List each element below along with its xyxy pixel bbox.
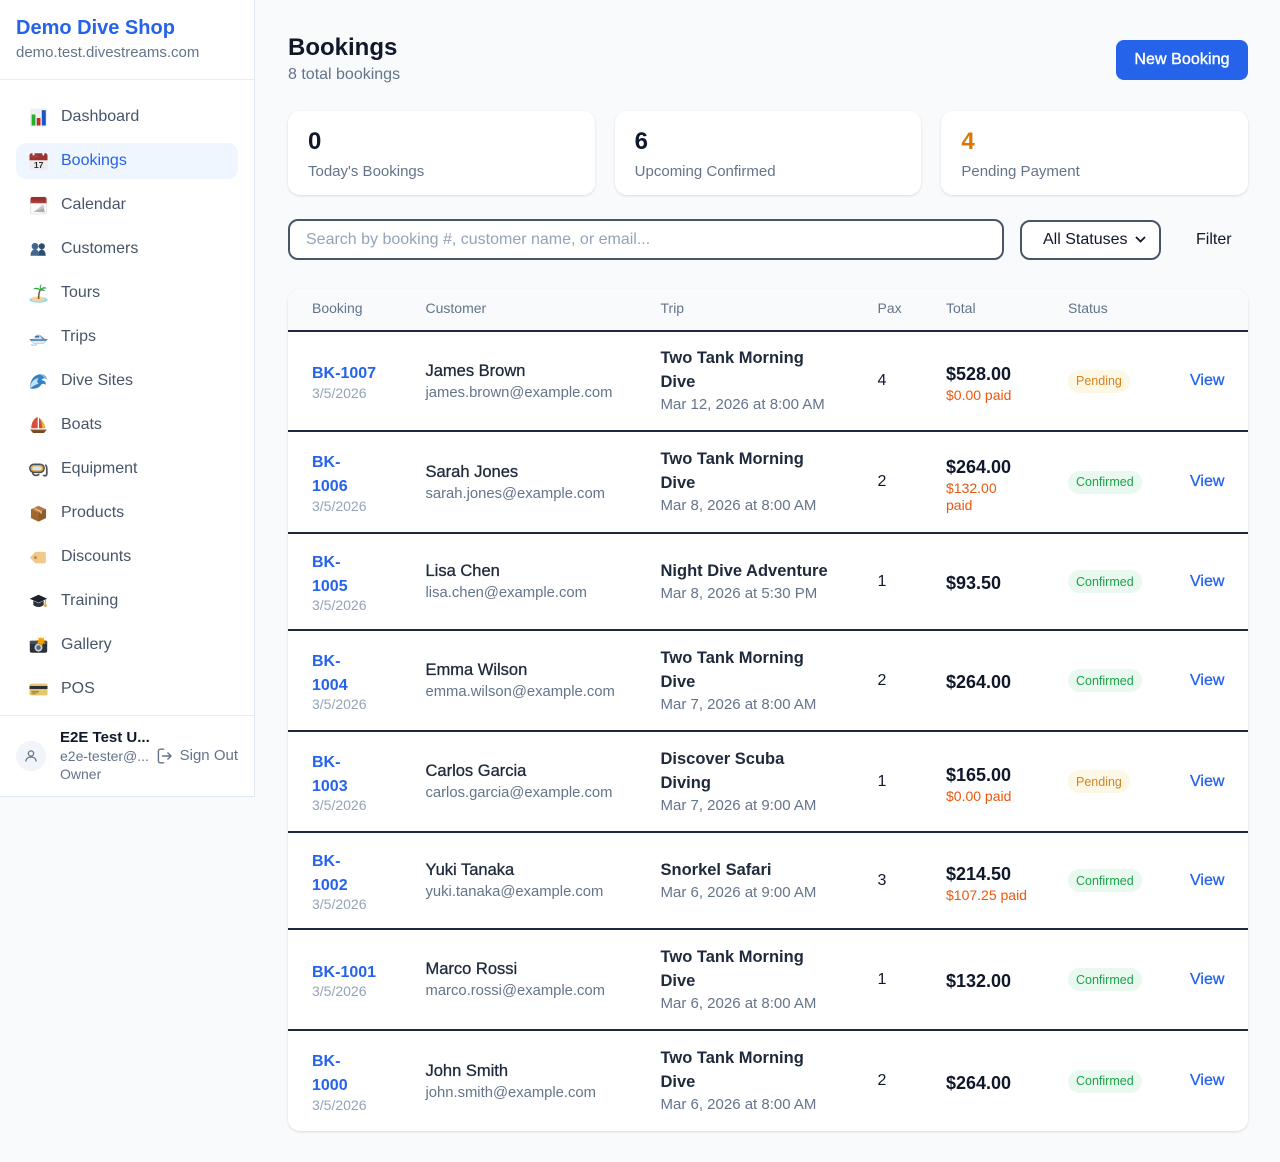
svg-text:17: 17 [34,160,44,170]
